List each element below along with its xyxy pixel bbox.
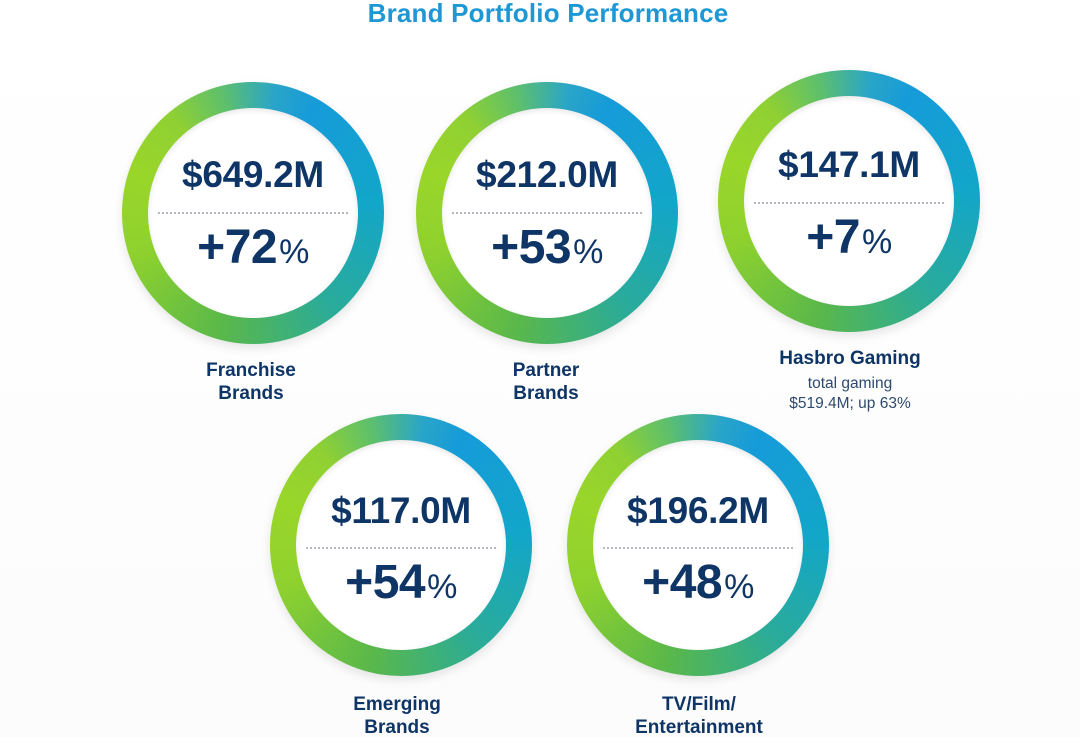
- tv-amount: $196.2M: [627, 490, 769, 531]
- label-line: TV/Film/: [662, 694, 736, 715]
- franchise-amount: $649.2M: [182, 154, 324, 195]
- growth-value: +48: [642, 556, 723, 609]
- emerging-growth: +54%: [270, 555, 532, 610]
- label-line: Brands: [364, 717, 430, 738]
- percent-sign: %: [279, 233, 309, 271]
- percent-sign: %: [427, 568, 457, 606]
- growth-value: +7: [806, 211, 860, 264]
- dotted-divider: [754, 202, 944, 204]
- ring-inner: [296, 440, 506, 650]
- dotted-divider: [603, 547, 793, 549]
- growth-value: +72: [197, 221, 278, 274]
- tv-film-entertainment-ring: $196.2M +48%: [567, 414, 829, 676]
- growth-value: +54: [345, 556, 426, 609]
- dotted-divider: [452, 212, 642, 214]
- label-line: Brands: [513, 383, 579, 404]
- gaming-growth: +7%: [718, 210, 980, 265]
- ring-inner: [744, 96, 954, 306]
- dotted-divider: [306, 547, 496, 549]
- label-line: Entertainment: [635, 717, 763, 738]
- sub-line: $519.4M; up 63%: [789, 395, 911, 412]
- page-title: Brand Portfolio Performance: [367, 0, 729, 28]
- growth-value: +53: [491, 221, 572, 274]
- label-line: Brands: [218, 383, 284, 404]
- partner-brands-ring: $212.0M +53%: [416, 82, 678, 344]
- label-line: Emerging: [353, 694, 441, 715]
- partner-amount: $212.0M: [476, 154, 618, 195]
- tv-growth: +48%: [567, 555, 829, 610]
- percent-sign: %: [862, 223, 892, 261]
- partner-growth: +53%: [416, 220, 678, 275]
- franchise-label: Franchise Brands: [150, 359, 352, 405]
- gaming-label: Hasbro Gaming: [779, 348, 921, 369]
- percent-sign: %: [724, 568, 754, 606]
- emerging-amount: $117.0M: [331, 490, 471, 531]
- sub-line: total gaming: [807, 375, 893, 392]
- gaming-sublabel: total gaming $519.4M; up 63%: [730, 374, 970, 414]
- label-line: Franchise: [206, 360, 296, 381]
- ring-inner: [593, 440, 803, 650]
- emerging-label: Emerging Brands: [296, 693, 498, 739]
- percent-sign: %: [573, 233, 603, 271]
- gaming-amount: $147.1M: [778, 144, 920, 185]
- emerging-brands-ring: $117.0M +54%: [270, 414, 532, 676]
- dotted-divider: [158, 212, 348, 214]
- partner-label: Partner Brands: [445, 359, 647, 405]
- tv-label: TV/Film/ Entertainment: [598, 693, 800, 739]
- franchise-growth: +72%: [122, 220, 384, 275]
- hasbro-gaming-ring: $147.1M +7%: [718, 70, 980, 332]
- franchise-brands-ring: $649.2M +72%: [122, 82, 384, 344]
- label-line: Partner: [512, 360, 580, 381]
